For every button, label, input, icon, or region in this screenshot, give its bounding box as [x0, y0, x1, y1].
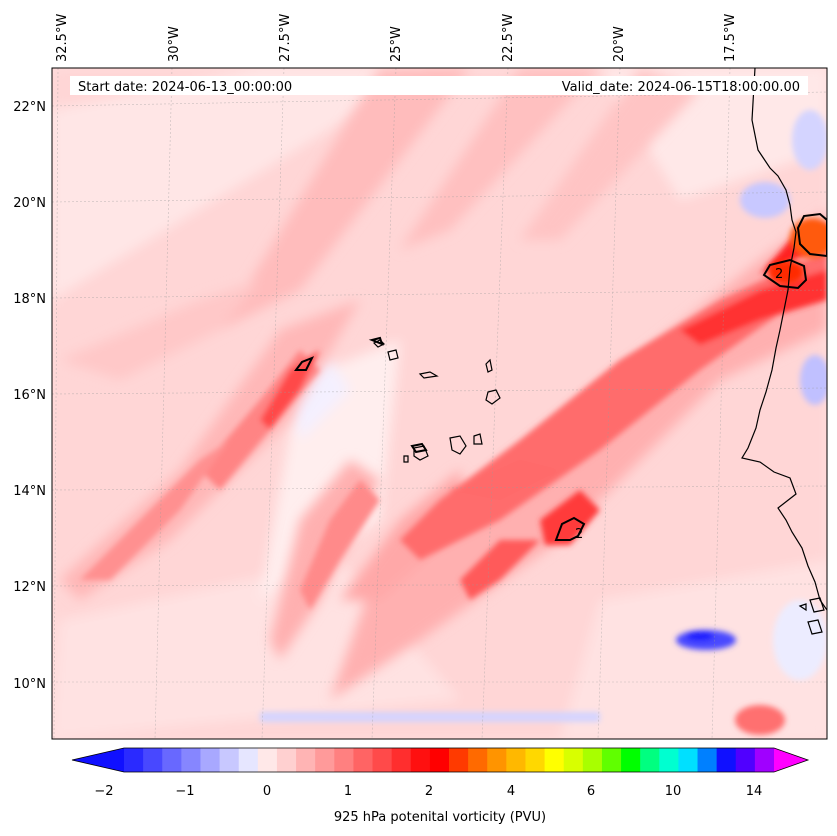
colorbar-label: 925 hPa potenital vorticity (PVU): [334, 810, 546, 825]
pv-field-background: [52, 68, 827, 739]
contour-label: 2: [775, 267, 783, 282]
colorbar-segment: [200, 748, 221, 772]
colorbar-ticks: −2 −1 0 1 2 4 6 10 14: [94, 784, 762, 799]
colorbar-segment: [334, 748, 355, 772]
colorbar-segment: [257, 748, 278, 772]
cape-verde-islands: [372, 339, 501, 463]
colorbar-segment: [525, 748, 546, 772]
colorbar-tick-label: 1: [344, 784, 352, 799]
colorbar-segment: [219, 748, 240, 772]
header-band: [70, 76, 808, 95]
colorbar: [71, 747, 810, 773]
west-africa-islands: [798, 597, 825, 635]
lat-label: 12°N: [13, 580, 46, 595]
colorbar-segment: [181, 748, 202, 772]
pv-field-max: [768, 218, 827, 284]
lat-label: 20°N: [13, 196, 46, 211]
colorbar-segment: [410, 748, 431, 772]
colorbar-segment: [487, 748, 507, 772]
longitude-labels: 32.5°W 30°W 27.5°W 25°W 22.5°W 20°W 17.5…: [55, 14, 738, 62]
colorbar-segment: [697, 748, 718, 772]
colorbar-tick-label: 0: [263, 784, 271, 799]
colorbar-segment: [601, 748, 622, 772]
lat-label: 22°N: [13, 100, 46, 115]
colorbar-segment: [238, 748, 259, 772]
colorbar-max-extension: [774, 748, 808, 772]
colorbar-tick-label: 10: [665, 784, 682, 799]
colorbar-tick-label: −2: [94, 784, 113, 799]
lat-label: 14°N: [13, 484, 46, 499]
colorbar-segment: [754, 748, 775, 772]
colorbar-tick-label: 6: [587, 784, 595, 799]
contour-label: 2: [575, 527, 583, 542]
colorbar-segment: [276, 748, 297, 772]
colorbar-tick-label: 14: [746, 784, 763, 799]
colorbar-segment: [353, 748, 374, 772]
lon-label: 20°W: [612, 26, 627, 62]
colorbar-segment: [124, 748, 144, 772]
map-frame: [51, 67, 828, 740]
colorbar-segment: [143, 748, 163, 772]
colorbar-segment: [391, 748, 412, 772]
colorbar-segment: [162, 748, 182, 772]
start-date-label: Start date: 2024-06-13_00:00:00: [78, 80, 292, 95]
colorbar-segment: [716, 748, 737, 772]
colorbar-segment: [582, 748, 603, 772]
lon-label: 22.5°W: [501, 14, 516, 62]
colorbar-segment: [449, 748, 469, 772]
lon-label: 30°W: [167, 26, 182, 62]
colorbar-segment: [735, 748, 756, 772]
colorbar-segment: [659, 748, 680, 772]
lon-label: 17.5°W: [723, 14, 738, 62]
lon-label: 25°W: [389, 26, 404, 62]
colorbar-min-extension: [72, 748, 124, 772]
latitude-labels: 22°N 20°N 18°N 16°N 14°N 12°N 10°N: [13, 100, 46, 692]
lon-label: 27.5°W: [278, 14, 293, 62]
colorbar-segment: [544, 748, 565, 772]
colorbar-segment: [429, 748, 450, 772]
colorbar-tick-label: 4: [507, 784, 515, 799]
colorbar-segment: [640, 748, 660, 772]
lat-label: 10°N: [13, 677, 46, 692]
colorbar-outline: [71, 747, 810, 773]
map-plot-area: 2 2 Start date: 2024-06-13_00:00:00 Vali…: [52, 68, 827, 739]
lat-label: 18°N: [13, 292, 46, 307]
colorbar-tick-label: −1: [175, 784, 194, 799]
colorbar-segment: [372, 748, 393, 772]
pv-2-contours: [294, 212, 827, 541]
valid-date-label: Valid_date: 2024-06-15T18:00:00.00: [562, 80, 800, 95]
lat-label: 16°N: [13, 388, 46, 403]
african-coastline: [741, 68, 827, 611]
colorbar-segment: [563, 748, 584, 772]
colorbar-segment: [678, 748, 699, 772]
colorbar-segment: [468, 748, 488, 772]
colorbar-segment: [296, 748, 316, 772]
colorbar-segment: [621, 748, 641, 772]
colorbar-segment: [506, 748, 527, 772]
negative-pv-patches: [260, 110, 827, 735]
lon-label: 32.5°W: [55, 14, 70, 62]
colorbar-segment: [315, 748, 335, 772]
colorbar-tick-label: 2: [425, 784, 433, 799]
